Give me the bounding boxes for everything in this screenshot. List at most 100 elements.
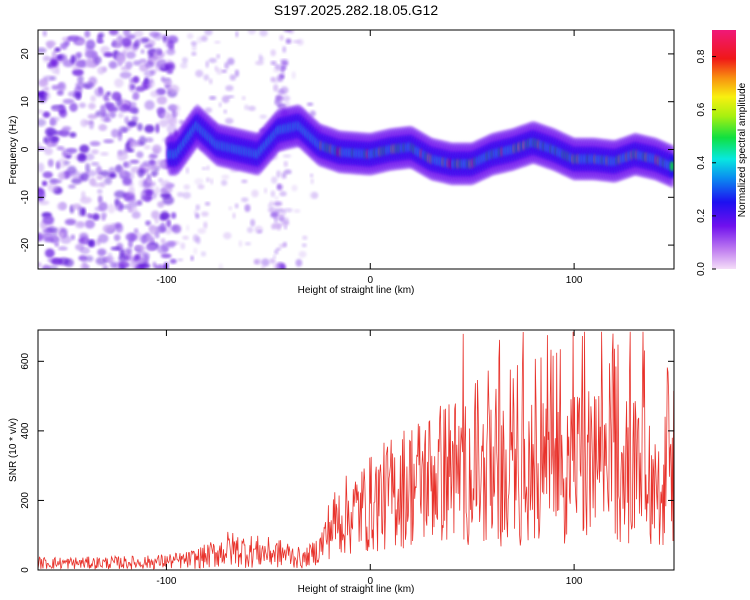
noise-blob [197,184,205,190]
noise-blob [122,161,132,169]
noise-blob [103,52,114,58]
noise-blob [154,166,161,171]
noise-blob [132,76,140,84]
noise-blob [117,151,128,161]
noise-blob [109,261,117,269]
noise-blob [195,204,201,211]
noise-blob [218,263,224,269]
noise-blob [166,219,171,228]
noise-blob [169,258,177,264]
noise-blob [68,170,81,178]
colorbar-tick-label: 0.2 [696,209,707,223]
noise-blob [123,30,131,37]
noise-blob [91,149,99,155]
colorbar-gradient [712,30,736,269]
noise-blob [84,153,95,161]
noise-blob [182,191,191,199]
noise-blob [272,255,277,259]
x-tick-label: -100 [156,275,176,286]
noise-blob [107,252,113,261]
noise-blob [139,58,147,64]
noise-blob [270,211,279,219]
noise-blob [38,162,45,173]
noise-blob [102,264,109,269]
snr-background [38,330,674,570]
snr-x-axis-title: Height of straight line (km) [298,584,415,595]
noise-blob [143,79,154,84]
snr-y-ticks: 0 200 400 600 [20,353,674,573]
noise-blob [146,243,157,252]
noise-blob [87,239,94,248]
noise-blob [234,69,240,77]
noise-blob [282,154,292,158]
noise-blob [191,51,197,56]
noise-blob [144,100,155,111]
noise-blob [98,124,108,132]
noise-blob [301,243,307,248]
noise-blob [195,69,204,78]
noise-blob [100,212,107,219]
noise-blob [124,254,130,262]
noise-blob [251,189,259,198]
noise-blob [113,234,121,242]
noise-blob [282,241,287,247]
noise-blob [104,102,115,108]
noise-blob [285,38,292,44]
noise-blob [279,191,287,197]
noise-blob [97,248,107,257]
noise-blob [136,151,144,159]
noise-blob [291,71,296,80]
noise-blob [143,187,155,195]
noise-blob [208,95,217,101]
noise-blob [60,42,68,50]
noise-blob [133,60,142,66]
noise-blob [117,112,124,118]
noise-blob [208,57,217,64]
noise-blob [302,235,308,240]
noise-blob [65,147,78,154]
noise-blob [160,192,172,199]
noise-blob [275,208,285,213]
noise-blob [183,184,191,190]
noise-blob [153,159,166,168]
noise-blob [145,60,155,69]
noise-blob [56,158,68,168]
noise-blob [180,242,186,250]
noise-blob [270,190,276,198]
noise-blob [170,212,177,219]
ridge-peak [669,160,674,172]
noise-blob [106,91,111,97]
noise-blob [196,36,202,44]
noise-blob [96,175,104,180]
noise-blob [174,111,180,117]
noise-blob [72,68,84,77]
noise-blob [269,258,276,264]
noise-blob [100,46,110,55]
noise-blob [127,239,133,249]
noise-blob [85,162,91,173]
noise-blob [191,44,197,51]
noise-blob [85,255,94,262]
noise-blob [149,159,156,165]
noise-blob [228,206,233,211]
noise-blob [235,31,239,38]
noise-blob [182,235,189,240]
noise-blob [124,196,136,202]
noise-blob [229,74,237,81]
noise-blob [283,224,288,230]
noise-blob [186,224,190,232]
noise-blob [154,217,159,224]
noise-blob [201,166,207,171]
noise-blob [38,146,46,151]
noise-blob [154,264,167,269]
noise-blob [157,201,165,208]
noise-blob [69,132,77,138]
noise-blob [136,200,143,206]
noise-blob [45,127,57,136]
noise-blob [180,62,188,69]
noise-blob [259,30,268,37]
noise-blob [77,154,87,163]
noise-blob [119,71,132,79]
noise-blob [122,104,129,110]
noise-blob [134,253,140,260]
